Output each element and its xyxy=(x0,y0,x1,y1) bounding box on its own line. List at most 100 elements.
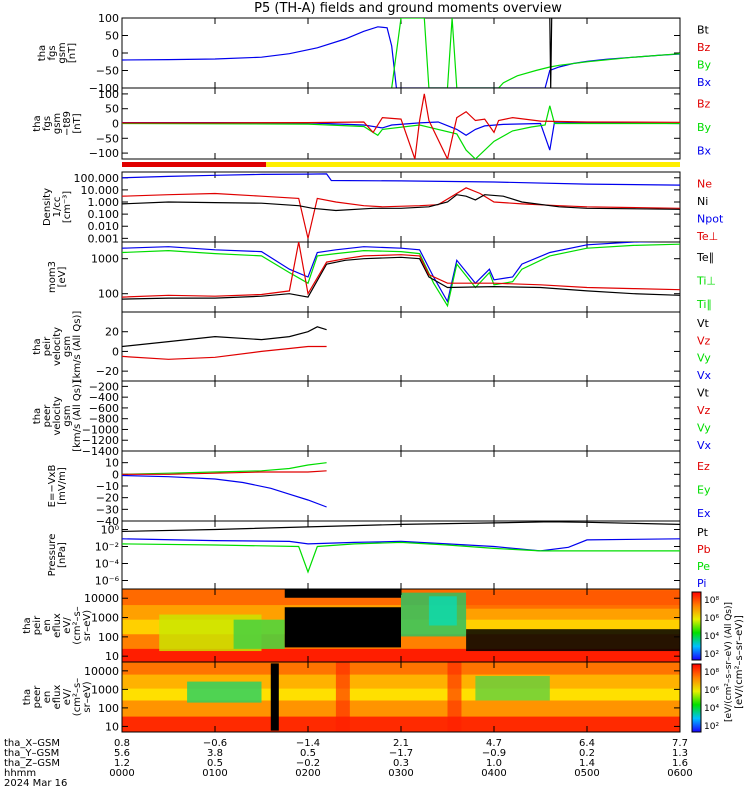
spectrogram-patch xyxy=(447,662,462,732)
series-line-Pe xyxy=(122,541,680,574)
y-axis-label: tha xyxy=(22,617,33,633)
colorbar-tick-label: 10⁸ xyxy=(704,596,719,606)
colorbar-tick-label: 10² xyxy=(704,722,719,732)
series-line-Bt xyxy=(549,18,680,88)
y-tick-label: 10 xyxy=(105,457,119,470)
panel-peir-velocity: 20 0 −20 tha peir velocity gsm [km/s (All Qs)] V… xyxy=(32,311,712,383)
spectrogram-patch xyxy=(475,676,550,701)
axis-row-label: hhmm xyxy=(4,768,36,779)
axis-row-label: tha_X–GSM xyxy=(4,738,60,749)
legend-label: Ez xyxy=(697,460,710,473)
legend-label: Vt xyxy=(697,386,710,399)
legend-label: Te∥ xyxy=(696,251,714,264)
y-axis-label: tha xyxy=(32,408,43,424)
axis-z_gsm-value: −0.2 xyxy=(296,758,320,769)
y-tick-label: −1400 xyxy=(82,445,119,458)
spectrogram-gap xyxy=(270,663,279,731)
y-tick-label: 0 xyxy=(112,345,119,358)
axis-y_gsm-value: 0.5 xyxy=(300,748,316,759)
y-tick-label: 100 xyxy=(98,631,119,644)
panel-efield: 100−10−20−30−40 E=−VxB [mV/m] Ez Ey Ex xyxy=(47,450,711,528)
axis-hhmm-value: 0100 xyxy=(202,768,227,779)
panel-fgs: 100 50 0 −50 −100 tha fgs gsm [nT] Bt Bz By Bx xyxy=(37,12,712,95)
y-tick-label: 10⁻⁶ xyxy=(95,575,120,588)
legend-label: Pi xyxy=(697,577,706,590)
axis-row-label: tha_Y–GSM xyxy=(4,748,59,759)
y-axis-label: en xyxy=(42,619,53,632)
axis-x_gsm-value: 4.7 xyxy=(486,738,502,749)
spectrogram-patch xyxy=(335,662,350,732)
colorbar-tick-label: 10² xyxy=(704,650,719,660)
legend-label: Te⊥ xyxy=(696,230,718,243)
series-line-By xyxy=(122,105,680,159)
series-line-Pt xyxy=(122,521,680,532)
y-tick-label: −50 xyxy=(96,65,119,78)
colorbar-bottom xyxy=(691,663,702,733)
y-tick-label: 100.000 xyxy=(74,172,120,185)
colorbar-label-alt: [eV/(cm²–s–sr–eV) (All Qs)] xyxy=(724,602,734,722)
axis-x_gsm-value: −0.6 xyxy=(203,738,227,749)
spectrogram-patch xyxy=(284,607,401,648)
y-axis-label: fgs xyxy=(42,116,53,131)
y-axis-label: eV/ xyxy=(62,688,73,705)
axis-y_gsm-value: −0.9 xyxy=(482,748,506,759)
y-tick-label: 10.000 xyxy=(81,184,120,197)
y-axis-label: fgs xyxy=(47,45,58,60)
y-tick-label: 10000 xyxy=(84,592,119,605)
y-axis-label: tha xyxy=(22,689,33,705)
y-axis-label: 1/cc xyxy=(52,197,63,218)
legend-label: Vz xyxy=(697,404,711,417)
legend-label: Bx xyxy=(697,145,712,158)
legend-label: Vx xyxy=(697,439,712,452)
colorbar-label: [eV/(cm²–s–sr–eV)] xyxy=(734,615,745,709)
y-tick-label: 100 xyxy=(98,288,119,301)
y-tick-label: 10⁻² xyxy=(95,541,119,554)
y-tick-label: 0 xyxy=(112,118,119,131)
legend-label: Ne xyxy=(697,177,712,190)
y-axis-label: gsm xyxy=(52,113,63,134)
axis-y_gsm-value: −1.7 xyxy=(389,748,413,759)
legend-label: Vx xyxy=(697,369,712,382)
spectrogram-patch xyxy=(284,589,401,598)
colorbars: 10⁸ 10⁶ 10⁴ 10² 10⁸ 10⁶ 10⁴ 10² [eV/(cm²–s–sr–eV… xyxy=(691,591,745,733)
spectrogram-patch xyxy=(233,619,285,649)
series-line-Vt xyxy=(122,326,327,348)
y-axis-label: peer xyxy=(42,404,53,428)
y-axis-label: [cm⁻³] xyxy=(62,191,73,223)
legend-label: By xyxy=(697,58,712,71)
axis-z_gsm-value: 0.5 xyxy=(207,758,223,769)
y-tick-label: −40 xyxy=(96,515,119,528)
y-axis-label: [nPa] xyxy=(57,542,68,568)
axis-hhmm-value: 0600 xyxy=(667,768,692,779)
y-tick-label: 0 xyxy=(112,47,119,60)
y-axis-label: tha xyxy=(32,115,43,131)
axis-row-label: tha_Z–GSM xyxy=(4,758,60,769)
y-tick-label: 100 xyxy=(98,88,119,101)
y-axis-label: eV/ xyxy=(62,617,73,634)
panel-peir-energy: 10000 1000 100 10 tha peir en eflux eV/(cm²–s– sr… xyxy=(22,588,681,663)
y-tick-label: 10000 xyxy=(84,665,119,678)
legend-label: Pt xyxy=(697,526,709,539)
y-tick-label: 1000 xyxy=(91,612,119,625)
y-axis-label: Pressure xyxy=(47,534,58,577)
legend-label: Bx xyxy=(697,76,712,89)
legend-label: Bt xyxy=(697,23,710,36)
series-line-Pi xyxy=(122,538,680,552)
y-tick-label: 50 xyxy=(105,103,119,116)
panel-frame xyxy=(121,380,681,452)
panel-peer-velocity: −200−400−600−800−1000−1200−1400 tha peer ve… xyxy=(32,380,712,458)
spectrogram-band xyxy=(122,716,680,732)
y-axis-label: peir xyxy=(32,615,43,635)
mode-bar-red xyxy=(122,162,267,167)
mode-bar-yellow xyxy=(266,162,680,167)
spectrogram-band xyxy=(122,648,680,662)
y-tick-label: 0 xyxy=(112,468,119,481)
spectrogram-band xyxy=(122,700,680,718)
axis-y_gsm-value: 1.3 xyxy=(672,748,688,759)
axis-hhmm-value: 0400 xyxy=(481,768,506,779)
spectrogram-patch xyxy=(428,596,457,626)
y-tick-label: −200 xyxy=(89,380,119,393)
legend-label: Ti⊥ xyxy=(696,275,716,288)
panel-fgs-gsm: 100 50 0−50 −100 tha fgs gsm −t89 [nT] Bz By Bx xyxy=(32,87,712,160)
y-tick-label: 0.001 xyxy=(88,232,120,245)
